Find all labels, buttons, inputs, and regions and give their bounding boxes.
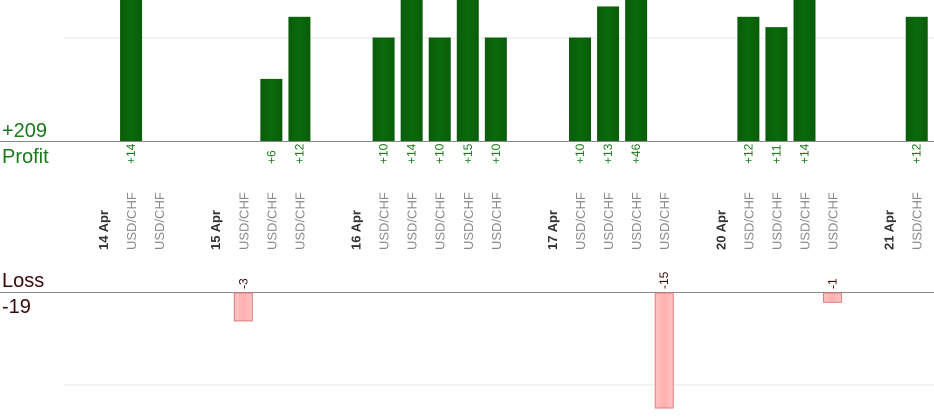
profit-bar xyxy=(484,37,507,141)
labels-layer: 14 Apr USD/CHF +14 USD/CHF 15 Apr USD/CHF -3 US… xyxy=(96,143,925,289)
date-label: 15 Apr xyxy=(208,210,223,250)
profit-value-label: +15 xyxy=(461,143,475,164)
profit-total: +209 xyxy=(2,120,47,142)
pair-label: USD/CHF xyxy=(573,192,588,250)
pair-label: USD/CHF xyxy=(433,192,448,250)
pair-label: USD/CHF xyxy=(264,192,279,250)
profit-value-label: +14 xyxy=(124,143,138,164)
profit-bar xyxy=(260,78,283,141)
pair-label: USD/CHF xyxy=(377,192,392,250)
profit-bar xyxy=(597,6,620,142)
pair-label: USD/CHF xyxy=(826,192,841,250)
pair-label: USD/CHF xyxy=(741,192,756,250)
date-label: 20 Apr xyxy=(713,210,728,250)
loss-bar xyxy=(233,292,253,322)
date-label: 21 Apr xyxy=(882,210,897,250)
loss-bar xyxy=(823,292,843,303)
profit-bar xyxy=(569,37,592,141)
loss-value-label: -1 xyxy=(826,278,840,289)
profit-bar xyxy=(625,0,648,141)
pair-label: USD/CHF xyxy=(657,192,672,250)
pair-label: USD/CHF xyxy=(601,192,616,250)
pair-label: USD/CHF xyxy=(461,192,476,250)
pair-label: USD/CHF xyxy=(489,192,504,250)
pair-label: USD/CHF xyxy=(405,192,420,250)
pair-label: USD/CHF xyxy=(152,192,167,250)
profit-bar xyxy=(905,16,928,141)
profit-bar xyxy=(400,0,423,141)
profit-bar xyxy=(765,27,788,141)
pair-label: USD/CHF xyxy=(292,192,307,250)
profit-value-label: +14 xyxy=(798,143,812,164)
loss-value-label: -15 xyxy=(657,271,671,289)
profit-value-label: +12 xyxy=(292,143,306,164)
profit-value-label: +10 xyxy=(433,143,447,164)
profit-bar xyxy=(428,37,451,141)
pair-label: USD/CHF xyxy=(769,192,784,250)
bars-layer xyxy=(120,0,928,409)
profit-value-label: +10 xyxy=(489,143,503,164)
profit-bar xyxy=(737,16,760,141)
pair-label: USD/CHF xyxy=(124,192,139,250)
profit-value-label: +10 xyxy=(377,143,391,164)
profit-bar xyxy=(120,0,143,141)
date-label: 17 Apr xyxy=(545,210,560,250)
profit-bar xyxy=(288,16,311,141)
profit-bar xyxy=(456,0,479,141)
profit-value-label: +14 xyxy=(405,143,419,164)
profit-value-label: +12 xyxy=(741,143,755,164)
profit-value-label: +13 xyxy=(601,143,615,164)
profit-value-label: +11 xyxy=(769,144,783,164)
profit-caption: Profit xyxy=(2,146,49,168)
profit-bar xyxy=(793,0,816,141)
loss-value-label: -3 xyxy=(236,278,250,289)
pair-label: USD/CHF xyxy=(910,192,925,250)
profit-value-label: +46 xyxy=(629,143,643,164)
loss-caption: Loss xyxy=(2,270,44,292)
pair-label: USD/CHF xyxy=(629,192,644,250)
date-label: 16 Apr xyxy=(349,210,364,250)
profit-value-label: +10 xyxy=(573,143,587,164)
profit-bar xyxy=(372,37,395,141)
date-label: 14 Apr xyxy=(96,210,111,250)
profit-value-label: +12 xyxy=(910,143,924,164)
loss-bar xyxy=(654,292,674,409)
pair-label: USD/CHF xyxy=(798,192,813,250)
profit-value-label: +6 xyxy=(264,150,278,164)
loss-total: -19 xyxy=(2,296,31,318)
pair-label: USD/CHF xyxy=(236,192,251,250)
